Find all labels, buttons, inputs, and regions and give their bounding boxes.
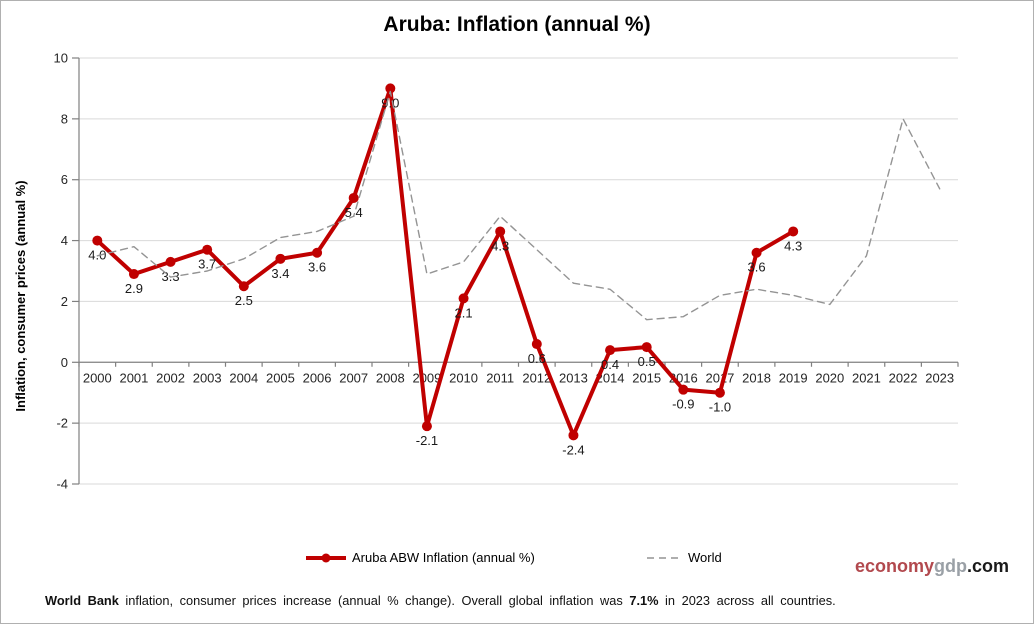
x-tick-label: 2015 [632,370,661,385]
data-point-label: 0.6 [528,351,546,366]
chart-legend: Aruba ABW Inflation (annual %) World [1,550,1033,574]
data-point-label: 3.7 [198,257,216,272]
data-point-label: -1.0 [709,400,731,415]
data-point-marker [568,430,579,441]
chart-title: Aruba: Inflation (annual %) [383,13,651,36]
x-tick-label: 2019 [779,370,808,385]
y-tick-label: 2 [61,294,68,309]
source-note: World Bank inflation, consumer prices in… [45,593,1003,608]
legend-item-aruba: Aruba ABW Inflation (annual %) [304,550,535,565]
x-tick-label: 2011 [486,370,514,385]
y-tick-label: -2 [56,416,68,431]
x-tick-label: 2001 [119,370,148,385]
x-tick-label: 2014 [596,370,625,385]
x-tick-label: 2013 [559,370,588,385]
y-tick-label: 8 [61,111,68,126]
data-point-label: 3.6 [748,260,766,275]
y-tick-label: -4 [56,477,68,492]
x-tick-label: 2008 [376,370,405,385]
data-point-marker [788,226,799,237]
world-series-swatch-icon [647,556,683,559]
y-tick-label: 10 [54,51,68,66]
x-tick-label: 2017 [705,370,734,385]
world-series-line [96,90,941,321]
x-tick-label: 2018 [742,370,771,385]
data-point-marker [348,192,359,203]
data-point-marker [678,384,689,395]
aruba-series-line [95,86,796,438]
data-point-label: 2.1 [455,305,473,320]
data-point-label: -2.4 [562,442,584,457]
aruba-series-swatch-icon [306,553,346,562]
data-point-label: 9.0 [381,95,399,110]
x-tick-label: 2000 [83,370,112,385]
x-tick-label: 2023 [925,370,954,385]
y-tick-label: 0 [61,355,68,370]
x-tick-label: 2005 [266,370,295,385]
data-point-label: -0.9 [672,397,694,412]
data-point-marker [495,226,506,237]
logo-com-text: .com [966,556,1009,576]
data-point-label: 4.3 [491,238,509,253]
data-point-marker [714,387,725,398]
data-point-label: 2.9 [125,281,143,296]
data-point-label: -2.1 [416,433,438,448]
data-point-label: 3.6 [308,260,326,275]
data-point-marker [92,235,103,246]
y-tick-label: 6 [61,172,68,187]
data-point-label: 0.5 [638,354,656,369]
data-point-label: 5.4 [345,205,363,220]
x-tick-label: 2012 [522,370,551,385]
legend-label-world: World [688,550,722,565]
data-point-marker [128,269,139,280]
x-tick-label: 2007 [339,370,368,385]
data-point-marker [641,342,652,353]
logo-economy-text: economy [854,556,934,576]
data-point-marker [385,83,396,94]
data-point-label: 3.4 [271,266,289,281]
source-name: World Bank [45,593,119,608]
data-point-marker [238,281,249,292]
y-tick-label: 4 [61,233,68,248]
chart-plot-area: 10 8 6 4 2 0 -2 -4 2000 2001 2002 2003 2004 2005 2006 2… [13,51,959,492]
x-tick-label: 2002 [156,370,185,385]
data-point-marker [605,345,616,356]
data-point-label: 2.5 [235,293,253,308]
data-point-marker [421,421,432,432]
data-point-marker [202,244,213,255]
logo-gdp-text: gdp [933,556,967,576]
x-tick-label: 2009 [412,370,441,385]
x-tick-label: 2022 [889,370,918,385]
data-point-marker [458,293,469,304]
data-point-label: 0.4 [601,357,619,372]
x-tick-label: 2003 [193,370,222,385]
x-tick-label: 2006 [303,370,332,385]
data-point-marker [312,247,323,258]
economygdp-logo[interactable]: economygdp.com [855,556,1009,577]
x-tick-label: 2004 [229,370,258,385]
global-inflation-value: 7.1% [629,593,659,608]
data-point-marker [165,256,176,267]
x-tick-label: 2020 [815,370,844,385]
source-text-1: inflation, consumer prices increase (ann… [118,593,630,608]
legend-item-world: World [646,550,722,565]
y-axis-title: Inflation, consumer prices (annual %) [13,180,28,411]
data-point-marker [531,339,542,350]
data-point-marker [751,247,762,258]
data-point-label: 4.3 [784,238,802,253]
x-tick-label: 2021 [852,370,881,385]
x-tick-label: 2010 [449,370,478,385]
data-point-marker [275,253,286,264]
legend-label-aruba: Aruba ABW Inflation (annual %) [352,550,535,565]
source-text-2: in 2023 across all countries. [658,593,836,608]
